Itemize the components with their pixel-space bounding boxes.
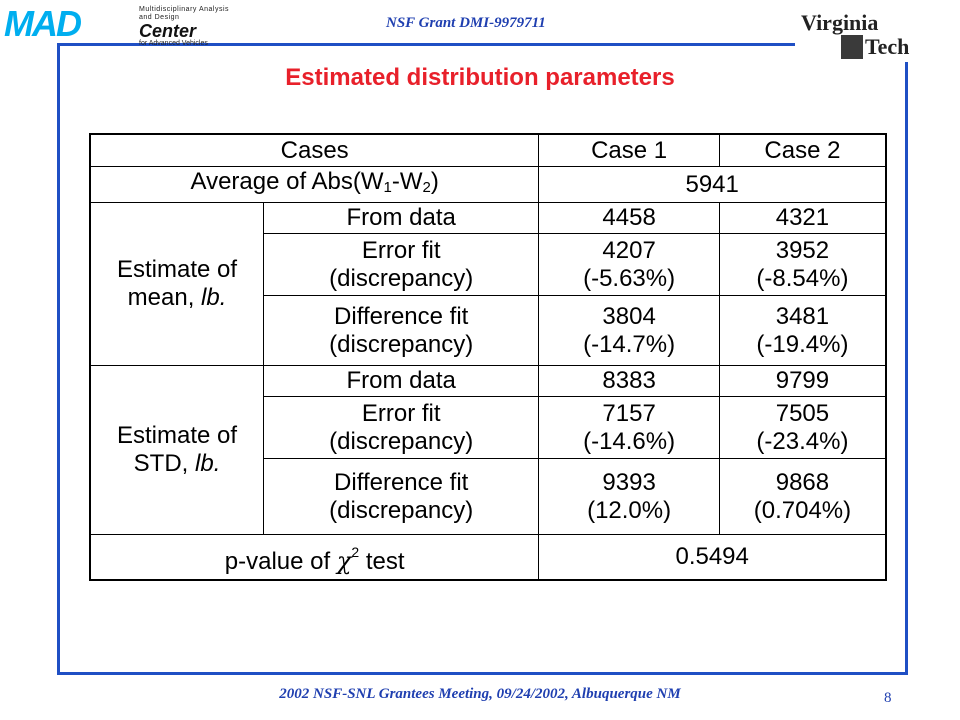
mad-logo-line1: Multidisciplinary Analysis and Design (139, 6, 230, 21)
case2-cell: 7505 (-23.4%) (718, 395, 887, 460)
table-row: Estimate of STD, lb. From data 8383 9799 (89, 365, 887, 536)
table-row: Difference fit (discrepancy) 3804 (-14.7%)… (90, 295, 887, 367)
case1-cell: 8383 (538, 365, 720, 397)
chi-symbol: χ (336, 547, 352, 576)
mad-logo-line2: Center (139, 21, 197, 41)
method-cell: Difference fit (discrepancy) (263, 458, 540, 536)
case1-cell: 7157 (-14.6%) (538, 395, 720, 460)
header-case2: Case 2 (718, 133, 887, 168)
case1-cell: 9393 (12.0%) (538, 458, 720, 536)
vt-logo-word1: Virginia (801, 10, 879, 35)
mad-center-logo: MAD Multidisciplinary Analysis and Desig… (4, 3, 234, 48)
table-header-row: Cases Case 1 Case 2 (89, 133, 887, 168)
average-row: Average of Abs(W1-W2) 5941 (89, 166, 887, 204)
mad-logo-text: Multidisciplinary Analysis and Design Ce… (139, 6, 234, 48)
grant-label: NSF Grant DMI-9979711 (386, 15, 546, 31)
method-cell: Difference fit (discrepancy) (263, 295, 540, 367)
std-label: Estimate of STD, lb. (89, 365, 265, 536)
method-cell: Error fit (discrepancy) (263, 232, 540, 297)
page-number: 8 (884, 690, 892, 706)
header-case1: Case 1 (538, 133, 720, 168)
method-cell: Error fit (discrepancy) (263, 395, 540, 460)
method-cell: From data (263, 365, 540, 397)
mad-logo-line3: for Advanced Vehicles (139, 40, 208, 47)
mad-logo-letters: MAD (4, 3, 82, 44)
case1-cell: 4458 (538, 202, 720, 234)
method-cell: From data (263, 202, 540, 234)
average-value: 5941 (538, 166, 887, 204)
average-label: Average of Abs(W1-W2) (89, 166, 540, 204)
case2-cell: 4321 (718, 202, 887, 234)
case2-cell: 9868 (0.704%) (718, 458, 887, 536)
footer-meeting: 2002 NSF-SNL Grantees Meeting, 09/24/200… (279, 686, 681, 702)
table-row: Difference fit (discrepancy) 9393 (12.0%) … (90, 458, 887, 536)
slide-title: Estimated distribution parameters (285, 64, 675, 91)
vt-logo-word2: Tech (865, 34, 910, 59)
case1-cell: 3804 (-14.7%) (538, 295, 720, 367)
case1-cell: 4207 (-5.63%) (538, 232, 720, 297)
header-cases: Cases (89, 133, 540, 168)
pvalue-label: p-value of χ2 test (89, 534, 540, 581)
table-row: Estimate of mean, lb. From data 4458 4321 (89, 202, 887, 367)
parameters-table: Cases Case 1 Case 2 Average of Abs(W1-W2… (89, 133, 887, 581)
slide-frame (57, 43, 908, 675)
case2-cell: 3481 (-19.4%) (718, 295, 887, 367)
mean-label: Estimate of mean, lb. (89, 202, 265, 367)
virginia-tech-logo: Virginia Tech (795, 8, 910, 62)
pvalue-row: p-value of χ2 test 0.5494 (89, 534, 887, 581)
vt-tower-icon (841, 35, 863, 59)
case2-cell: 3952 (-8.54%) (718, 232, 887, 297)
pvalue-value: 0.5494 (538, 534, 887, 581)
case2-cell: 9799 (718, 365, 887, 397)
